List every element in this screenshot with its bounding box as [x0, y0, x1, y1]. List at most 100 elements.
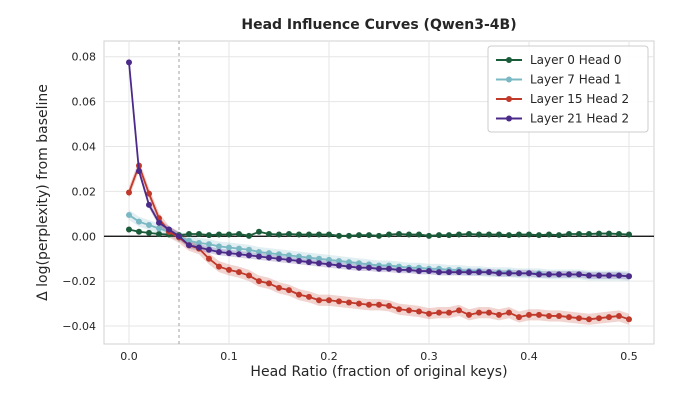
data-point: [216, 231, 222, 238]
data-point: [256, 253, 262, 260]
legend-swatch-marker: [506, 57, 512, 63]
data-point: [316, 255, 322, 262]
data-point: [606, 314, 612, 321]
data-point: [226, 266, 232, 273]
y-tick-label: 0.08: [72, 51, 97, 64]
x-tick-label: 0.4: [520, 350, 538, 363]
data-point: [596, 272, 602, 279]
data-point: [616, 272, 622, 279]
data-point: [566, 271, 572, 278]
legend-label: Layer 0 Head 0: [530, 53, 622, 67]
data-point: [586, 316, 592, 323]
data-point: [406, 231, 412, 238]
data-point: [126, 189, 132, 196]
data-point: [376, 232, 382, 239]
data-point: [196, 240, 202, 246]
data-point: [456, 269, 462, 276]
data-point: [576, 315, 582, 322]
data-point: [206, 255, 212, 262]
legend-box: [487, 45, 649, 133]
data-point: [156, 225, 162, 232]
data-point: [526, 231, 532, 238]
data-point: [326, 256, 332, 263]
data-point: [396, 266, 402, 273]
data-point: [256, 228, 262, 235]
data-point: [186, 231, 192, 238]
data-point: [426, 232, 432, 239]
data-point: [416, 308, 422, 315]
y-tick-label: 0.06: [72, 96, 97, 109]
data-point: [156, 231, 162, 238]
data-point: [456, 307, 462, 314]
data-point: [176, 233, 182, 240]
data-point: [546, 312, 552, 319]
data-point: [226, 231, 232, 238]
data-point: [536, 232, 542, 239]
data-point: [446, 269, 452, 276]
data-point: [566, 314, 572, 321]
data-point: [476, 231, 482, 238]
x-tick-label: 0.5: [620, 350, 638, 363]
data-point: [246, 252, 252, 259]
data-point: [506, 309, 512, 316]
data-point: [296, 231, 302, 238]
data-point: [616, 312, 622, 319]
data-point: [236, 231, 242, 238]
data-point: [476, 309, 482, 316]
data-point: [416, 268, 422, 275]
data-point: [386, 302, 392, 309]
data-point: [366, 301, 372, 308]
data-point: [616, 231, 622, 238]
x-tick-label: 0.2: [320, 350, 338, 363]
data-point: [356, 232, 362, 239]
data-point: [266, 231, 272, 238]
data-point: [146, 222, 152, 229]
data-point: [496, 270, 502, 277]
data-point: [466, 311, 472, 318]
data-point: [216, 243, 222, 250]
data-point: [556, 271, 562, 278]
data-point: [336, 298, 342, 305]
data-point: [556, 232, 562, 239]
data-point: [256, 278, 262, 285]
series-lines: [126, 59, 632, 323]
data-point: [316, 297, 322, 304]
data-point: [486, 269, 492, 276]
data-point: [456, 231, 462, 238]
data-point: [306, 293, 312, 300]
data-point: [156, 219, 162, 226]
data-point: [626, 231, 632, 238]
x-tick-labels: 0.0 0.1 0.2 0.3 0.4 0.5: [120, 350, 638, 363]
data-point: [206, 232, 212, 239]
data-point: [426, 310, 432, 317]
data-point: [256, 248, 262, 255]
data-point: [336, 262, 342, 269]
data-point: [326, 261, 332, 268]
y-tick-label: −0.02: [62, 275, 96, 288]
legend-label: Layer 7 Head 1: [530, 73, 622, 87]
data-point: [216, 248, 222, 255]
data-point: [486, 231, 492, 238]
y-tick-label: 0.04: [72, 140, 97, 153]
x-tick-label: 0.3: [420, 350, 438, 363]
data-point: [226, 250, 232, 257]
data-point: [286, 256, 292, 263]
data-point: [526, 270, 532, 277]
legend-item: Layer 0 Head 0: [496, 53, 622, 67]
y-axis-label: Δ log(perplexity) from baseline: [35, 84, 51, 301]
data-point: [266, 250, 272, 257]
data-point: [236, 251, 242, 258]
chart-title: Head Influence Curves (Qwen3-4B): [241, 17, 516, 33]
data-point: [246, 232, 252, 239]
data-point: [546, 271, 552, 278]
data-point: [136, 218, 142, 225]
series-2: [126, 162, 632, 323]
data-point: [266, 280, 272, 287]
data-point: [556, 312, 562, 319]
data-point: [216, 263, 222, 270]
data-point: [466, 269, 472, 276]
data-point: [346, 259, 352, 266]
data-point: [546, 231, 552, 238]
data-point: [606, 272, 612, 279]
